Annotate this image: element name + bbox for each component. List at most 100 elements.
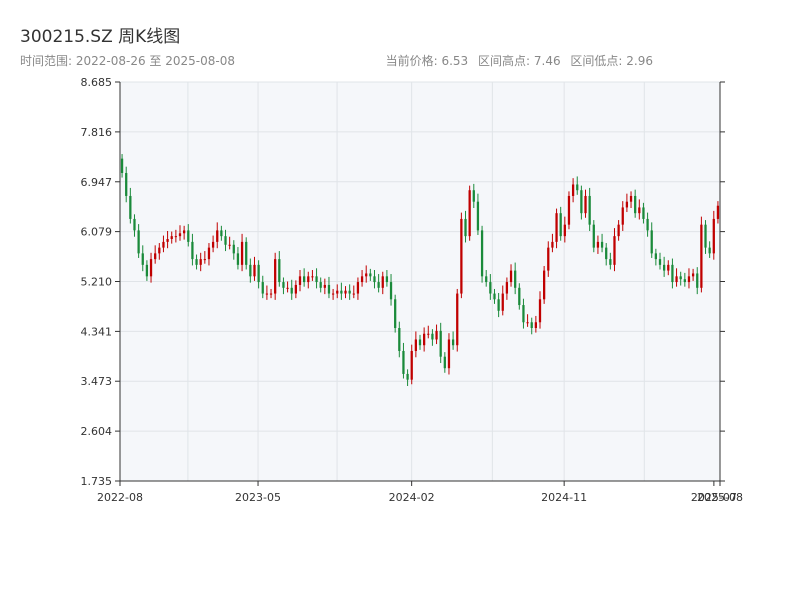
candle-body bbox=[174, 236, 177, 238]
candle-body bbox=[311, 276, 314, 278]
candle-body bbox=[137, 230, 140, 254]
candle-body bbox=[402, 350, 405, 374]
candle-body bbox=[203, 259, 206, 261]
candle-body bbox=[476, 201, 480, 231]
candle-body bbox=[253, 264, 256, 277]
candle-body bbox=[514, 270, 517, 288]
candle-body bbox=[451, 339, 455, 346]
candle-body bbox=[497, 299, 500, 311]
x-tick-label: 2022-08 bbox=[97, 491, 143, 504]
candle-body bbox=[439, 330, 442, 357]
candle-body bbox=[658, 259, 662, 265]
candle-body bbox=[381, 276, 384, 288]
candle-body bbox=[538, 299, 542, 323]
candle-body bbox=[298, 276, 302, 285]
candle-body bbox=[307, 276, 310, 283]
candle-body bbox=[377, 282, 380, 288]
candle-body bbox=[145, 264, 149, 277]
candle-body bbox=[588, 195, 591, 225]
candle-body bbox=[671, 264, 674, 283]
y-tick-label: 4.341 bbox=[81, 325, 113, 338]
candle-body bbox=[534, 322, 537, 329]
candle-body bbox=[398, 328, 401, 351]
candle-body bbox=[274, 259, 277, 294]
x-tick-label: 2024-11 bbox=[541, 491, 587, 504]
y-tick-label: 6.079 bbox=[81, 226, 113, 239]
candle-body bbox=[336, 290, 339, 294]
candle-body bbox=[584, 195, 587, 214]
candle-body bbox=[493, 293, 496, 300]
candle-body bbox=[228, 244, 231, 246]
candle-body bbox=[154, 253, 157, 260]
candle-body bbox=[716, 205, 720, 219]
candle-body bbox=[369, 273, 372, 277]
y-tick-label: 8.685 bbox=[81, 76, 113, 89]
candle-body bbox=[344, 290, 347, 294]
candle-body bbox=[501, 293, 504, 311]
candle-body bbox=[373, 276, 376, 283]
candle-body bbox=[265, 293, 269, 295]
candle-body bbox=[567, 195, 571, 225]
candle-body bbox=[410, 350, 413, 380]
candle-body bbox=[352, 293, 355, 295]
candle-body bbox=[199, 259, 202, 265]
candle-body bbox=[551, 241, 554, 248]
candle-body bbox=[183, 230, 186, 234]
candle-body bbox=[236, 253, 240, 265]
candle-body bbox=[547, 247, 550, 271]
candle-body bbox=[340, 290, 343, 294]
candle-body bbox=[634, 195, 637, 214]
candle-body bbox=[559, 213, 562, 237]
candle-body bbox=[141, 253, 144, 265]
current-price: 当前价格: 6.53 bbox=[385, 54, 469, 68]
y-tick-label: 1.735 bbox=[81, 475, 113, 488]
candle-body bbox=[178, 233, 182, 237]
candle-body bbox=[522, 305, 525, 323]
candle-body bbox=[642, 207, 645, 219]
candle-body bbox=[509, 270, 513, 283]
candle-body bbox=[269, 293, 273, 295]
candle-body bbox=[460, 218, 463, 294]
candle-body bbox=[303, 276, 306, 283]
x-tick-label: 2025-07 bbox=[691, 491, 737, 504]
candle-body bbox=[331, 293, 335, 295]
x-tick-label: 2025-08 bbox=[697, 491, 743, 504]
candle-body bbox=[249, 264, 252, 277]
candle-body bbox=[216, 230, 219, 242]
candle-body bbox=[609, 259, 612, 265]
candle-body bbox=[149, 259, 153, 277]
candle-body bbox=[555, 213, 558, 242]
candle-body bbox=[576, 184, 579, 191]
candle-body bbox=[166, 239, 169, 242]
candle-body bbox=[617, 224, 620, 237]
candle-body bbox=[224, 236, 227, 245]
candle-body bbox=[505, 282, 509, 294]
candle-body bbox=[667, 264, 670, 271]
candle-body bbox=[580, 190, 583, 214]
candle-body bbox=[418, 339, 422, 346]
candle-body bbox=[596, 241, 600, 248]
candle-body bbox=[394, 299, 397, 329]
candle-body bbox=[431, 333, 434, 340]
candle-body bbox=[257, 264, 260, 283]
candle-body bbox=[245, 241, 248, 265]
candle-body bbox=[663, 264, 666, 271]
candle-body bbox=[385, 276, 389, 283]
y-tick-label: 6.947 bbox=[81, 176, 113, 189]
candle-body bbox=[621, 207, 624, 225]
candle-body bbox=[360, 276, 364, 283]
chart-title: 300215.SZ 周K线图 bbox=[20, 27, 181, 47]
candle-body bbox=[129, 195, 132, 219]
candle-body bbox=[592, 224, 595, 248]
period-low: 区间低点: 2.96 bbox=[570, 54, 653, 68]
candle-body bbox=[480, 230, 484, 277]
period-high: 区间高点: 7.46 bbox=[478, 54, 561, 68]
candle-body bbox=[613, 236, 616, 265]
candle-body bbox=[348, 290, 351, 294]
y-tick-label: 7.816 bbox=[81, 126, 113, 139]
candle-body bbox=[526, 322, 529, 324]
candle-body bbox=[679, 276, 682, 280]
candle-body bbox=[294, 284, 297, 294]
candle-body bbox=[543, 270, 546, 300]
chart-subtitle: 时间范围: 2022-08-26 至 2025-08-08 bbox=[20, 54, 235, 68]
